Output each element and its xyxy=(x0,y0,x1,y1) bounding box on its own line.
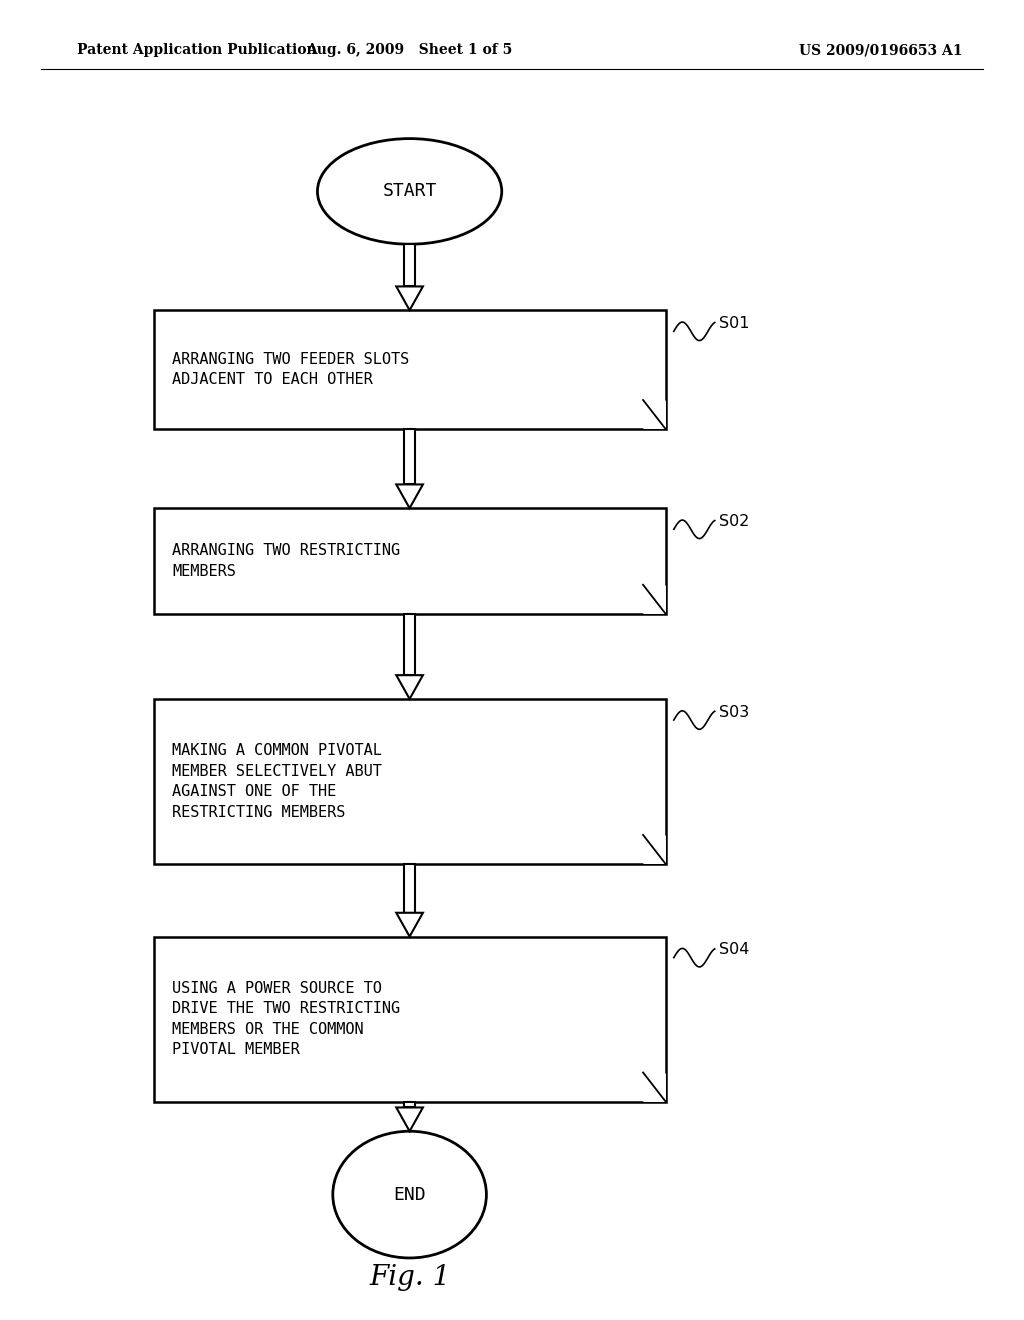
Text: S04: S04 xyxy=(719,942,750,957)
Text: S01: S01 xyxy=(719,315,750,331)
Text: USING A POWER SOURCE TO
DRIVE THE TWO RESTRICTING
MEMBERS OR THE COMMON
PIVOTAL : USING A POWER SOURCE TO DRIVE THE TWO RE… xyxy=(172,981,400,1057)
Text: S03: S03 xyxy=(719,705,750,719)
Text: ARRANGING TWO FEEDER SLOTS
ADJACENT TO EACH OTHER: ARRANGING TWO FEEDER SLOTS ADJACENT TO E… xyxy=(172,352,410,387)
Polygon shape xyxy=(396,676,423,700)
Polygon shape xyxy=(396,286,423,310)
Text: Aug. 6, 2009   Sheet 1 of 5: Aug. 6, 2009 Sheet 1 of 5 xyxy=(306,44,513,57)
Text: ARRANGING TWO RESTRICTING
MEMBERS: ARRANGING TWO RESTRICTING MEMBERS xyxy=(172,544,400,578)
Text: MAKING A COMMON PIVOTAL
MEMBER SELECTIVELY ABUT
AGAINST ONE OF THE
RESTRICTING M: MAKING A COMMON PIVOTAL MEMBER SELECTIVE… xyxy=(172,743,382,820)
Polygon shape xyxy=(404,1101,415,1107)
Polygon shape xyxy=(643,836,666,865)
Polygon shape xyxy=(396,913,423,937)
Polygon shape xyxy=(404,614,415,676)
Text: US 2009/0196653 A1: US 2009/0196653 A1 xyxy=(799,44,963,57)
Bar xyxy=(154,310,666,429)
Polygon shape xyxy=(404,429,415,484)
Bar xyxy=(154,937,666,1101)
Polygon shape xyxy=(404,865,415,913)
Polygon shape xyxy=(643,1072,666,1101)
Bar xyxy=(154,700,666,865)
Ellipse shape xyxy=(317,139,502,244)
Polygon shape xyxy=(404,244,415,286)
Polygon shape xyxy=(396,1107,423,1131)
Text: Patent Application Publication: Patent Application Publication xyxy=(77,44,316,57)
Text: START: START xyxy=(382,182,437,201)
Ellipse shape xyxy=(333,1131,486,1258)
Polygon shape xyxy=(396,484,423,508)
Text: END: END xyxy=(393,1185,426,1204)
Polygon shape xyxy=(643,400,666,429)
Polygon shape xyxy=(643,585,666,614)
Bar xyxy=(154,508,666,614)
Text: Fig. 1: Fig. 1 xyxy=(369,1265,451,1291)
Text: S02: S02 xyxy=(719,513,750,529)
